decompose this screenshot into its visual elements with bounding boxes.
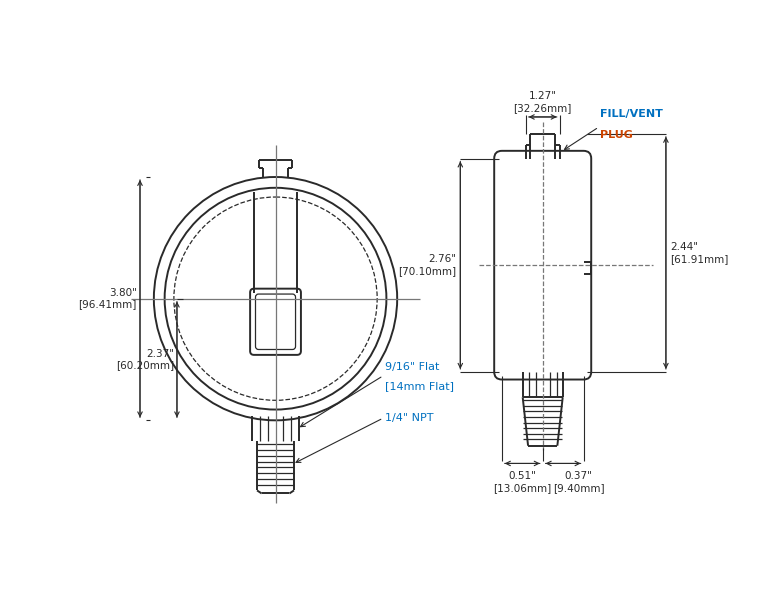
Text: PLUG: PLUG	[601, 130, 633, 140]
Text: 1.27"
[32.26mm]: 1.27" [32.26mm]	[514, 92, 572, 113]
Text: 9/16" Flat: 9/16" Flat	[385, 362, 439, 372]
Text: 2.37"
[60.20mm]: 2.37" [60.20mm]	[116, 349, 174, 370]
Text: [14mm Flat]: [14mm Flat]	[385, 381, 454, 391]
Text: 2.44"
[61.91mm]: 2.44" [61.91mm]	[670, 242, 728, 263]
Text: 3.80"
[96.41mm]: 3.80" [96.41mm]	[78, 288, 137, 309]
Text: 1/4" NPT: 1/4" NPT	[385, 413, 434, 423]
Text: 0.37"
[9.40mm]: 0.37" [9.40mm]	[553, 471, 604, 493]
Text: 0.51"
[13.06mm]: 0.51" [13.06mm]	[493, 471, 551, 493]
Text: FILL/VENT: FILL/VENT	[601, 109, 663, 119]
Text: 2.76"
[70.10mm]: 2.76" [70.10mm]	[398, 254, 456, 276]
